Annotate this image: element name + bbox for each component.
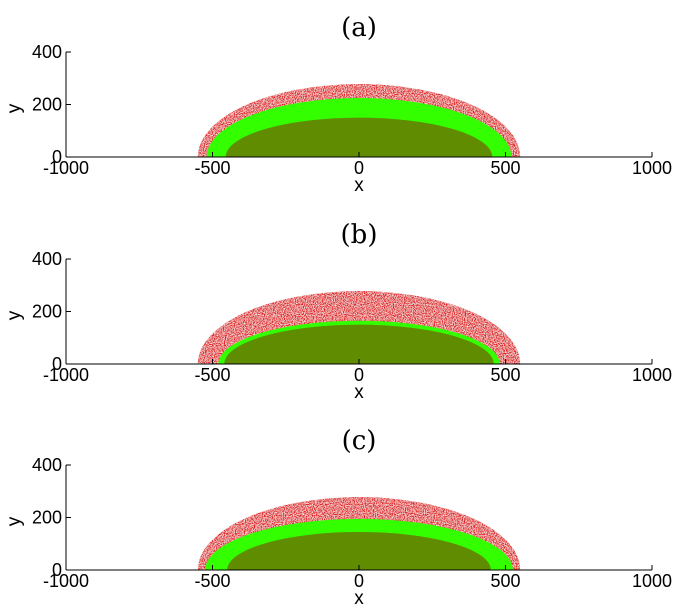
y-axis-label: y <box>4 516 25 526</box>
x-tick-label: -500 <box>194 571 230 591</box>
x-tick-label: 0 <box>354 158 364 178</box>
x-tick-label: 500 <box>490 571 520 591</box>
y-tick-label: 200 <box>32 95 62 115</box>
x-tick-label: 1000 <box>632 571 672 591</box>
y-tick-label: 400 <box>32 42 62 62</box>
x-tick-label: 500 <box>490 158 520 178</box>
y-tick-label: 400 <box>32 249 62 269</box>
panel-2: (b) -1000 -500 0 500 1000 0 200 400 x y <box>4 220 672 403</box>
y-tick-label: 200 <box>32 508 62 528</box>
y-tick-label: 400 <box>32 455 62 475</box>
x-axis-label: x <box>354 175 364 196</box>
x-tick-label: -1000 <box>43 158 89 178</box>
y-tick-label: 0 <box>52 147 62 167</box>
dome-inner <box>227 531 491 570</box>
x-tick-label: -500 <box>194 158 230 178</box>
y-axis-label: y <box>4 310 25 320</box>
panel-title: (a) <box>341 13 377 43</box>
x-tick-label: -1000 <box>43 571 89 591</box>
dome-inner <box>224 324 494 364</box>
x-tick-label: 0 <box>354 571 364 591</box>
panel-1: (a) -1000 -500 0 500 1000 0 200 400 x y <box>4 13 672 196</box>
x-tick-label: 0 <box>354 365 364 385</box>
x-tick-label: -1000 <box>43 365 89 385</box>
panel-title: (c) <box>342 426 377 456</box>
x-tick-label: 500 <box>490 365 520 385</box>
y-tick-label: 0 <box>52 560 62 580</box>
y-tick-label: 0 <box>52 354 62 374</box>
x-tick-label: -500 <box>194 365 230 385</box>
x-tick-label: 1000 <box>632 365 672 385</box>
x-axis-label: x <box>354 588 364 609</box>
y-tick-label: 200 <box>32 302 62 322</box>
x-axis-label: x <box>354 382 364 403</box>
dome-inner <box>225 117 493 157</box>
panel-title: (b) <box>341 220 378 250</box>
y-axis-label: y <box>4 103 25 113</box>
panel-3: (c) -1000 -500 0 500 1000 0 200 400 x y <box>4 426 672 609</box>
x-tick-label: 1000 <box>632 158 672 178</box>
